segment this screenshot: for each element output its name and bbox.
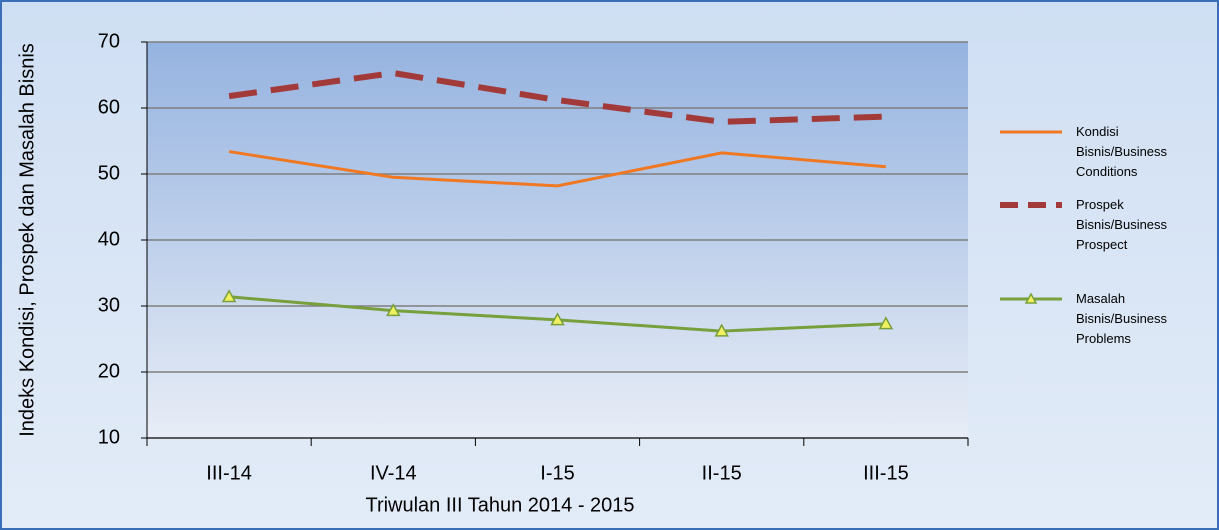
point-marker xyxy=(714,323,729,337)
legend-label: Masalah Bisnis/Business Problems xyxy=(1076,291,1168,346)
point-marker xyxy=(878,316,894,330)
y-tick-label: 70 xyxy=(98,30,120,52)
x-tick-label: II-15 xyxy=(702,462,742,484)
point-marker xyxy=(386,303,401,317)
series-line xyxy=(228,69,886,125)
legend-label: Prospek Bisnis/Business Prospect xyxy=(1076,197,1168,252)
y-tick-label: 30 xyxy=(98,294,120,316)
point-marker xyxy=(221,289,237,303)
y-tick-label: 50 xyxy=(98,162,120,184)
x-tick-label: I-15 xyxy=(540,462,574,484)
y-tick-label: 40 xyxy=(98,228,120,250)
point-marker xyxy=(550,312,565,326)
x-tick-label: III-15 xyxy=(863,462,909,484)
y-tick-label: 10 xyxy=(98,426,120,448)
y-tick-label: 20 xyxy=(98,360,120,382)
y-tick-label: 60 xyxy=(98,96,120,118)
x-axis-label: Triwulan III Tahun 2014 - 2015 xyxy=(365,494,634,516)
y-axis-label: Indeks Kondisi, Prospek dan Masalah Bisn… xyxy=(16,43,38,437)
series-line xyxy=(228,150,887,188)
x-tick-label: IV-14 xyxy=(370,462,417,484)
x-tick-label: III-14 xyxy=(206,462,252,484)
legend-label: Kondisi Bisnis/Business Conditions xyxy=(1076,124,1168,179)
legend-marker xyxy=(1024,292,1038,304)
